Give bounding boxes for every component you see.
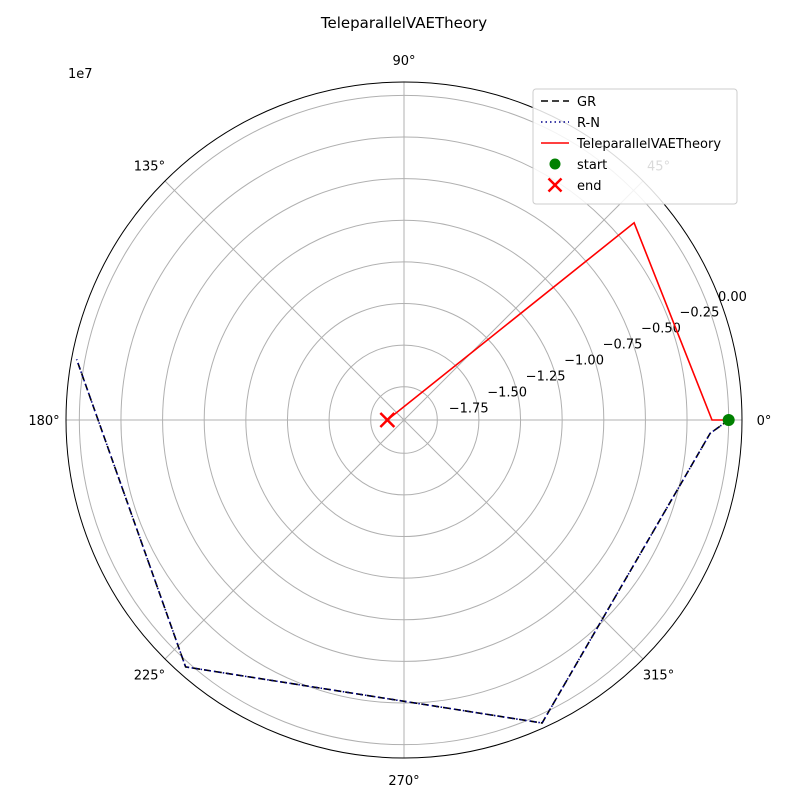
- legend-marker: [547, 177, 563, 193]
- r-tick-label: −1.25: [526, 369, 566, 384]
- r-tick-label: −1.50: [487, 385, 527, 400]
- r-tick-label: −0.25: [680, 306, 720, 321]
- marker-end-stroke: [379, 412, 396, 428]
- theta-tick-label: 90°: [392, 54, 415, 69]
- series-line-gr: [75, 359, 730, 724]
- polar-frame: [65, 81, 743, 759]
- theta-gridline: [403, 180, 644, 421]
- theta-tick-label: 135°: [134, 159, 165, 174]
- theta-gridline: [403, 419, 644, 660]
- theta-tick-label: 180°: [28, 414, 59, 429]
- legend-marker: [549, 158, 561, 170]
- r-tick-label: −1.75: [449, 401, 489, 416]
- theta-tick-label: 315°: [643, 669, 674, 684]
- r-tick-label: −0.50: [641, 322, 681, 337]
- theta-tick-label: 270°: [388, 774, 419, 789]
- chart-title: TeleparallelVAETheory: [320, 14, 487, 32]
- theta-gridline: [164, 419, 405, 660]
- legend-box: [532, 88, 738, 205]
- r-offset-label: 1e7: [68, 67, 93, 82]
- legend-label: TeleparallelVAETheory: [576, 137, 721, 152]
- r-tick-label: 0.00: [718, 290, 747, 305]
- legend: GR R-N TeleparallelVAETheory start end: [532, 88, 738, 205]
- theta-tick-label: 225°: [134, 669, 165, 684]
- legend-label: R-N: [577, 116, 600, 131]
- markers: [379, 412, 735, 428]
- r-tick-label: −1.00: [564, 353, 604, 368]
- legend-label: end: [577, 179, 602, 194]
- r-tick-label: −0.75: [603, 338, 643, 353]
- marker-start: [722, 414, 735, 426]
- marker-end: [379, 412, 396, 428]
- theta-gridline: [164, 180, 405, 421]
- r-tick-labels: −1.75−1.50−1.25−1.00−0.75−0.50−0.250.00: [449, 290, 747, 417]
- series-lines: [75, 221, 730, 724]
- theta-tick-label: 0°: [757, 414, 772, 429]
- series-line-teleparallelvaetheory: [386, 221, 729, 421]
- legend-label: start: [577, 158, 607, 173]
- legend-marker-stroke: [547, 177, 563, 193]
- legend-label: GR: [577, 95, 596, 110]
